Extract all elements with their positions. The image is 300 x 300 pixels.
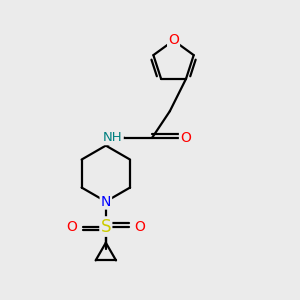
Text: O: O [180, 131, 191, 145]
Text: N: N [100, 194, 111, 208]
Text: O: O [67, 220, 78, 234]
Text: O: O [168, 34, 179, 47]
Text: NH: NH [103, 131, 123, 144]
Text: O: O [134, 220, 145, 234]
Text: S: S [100, 218, 111, 236]
